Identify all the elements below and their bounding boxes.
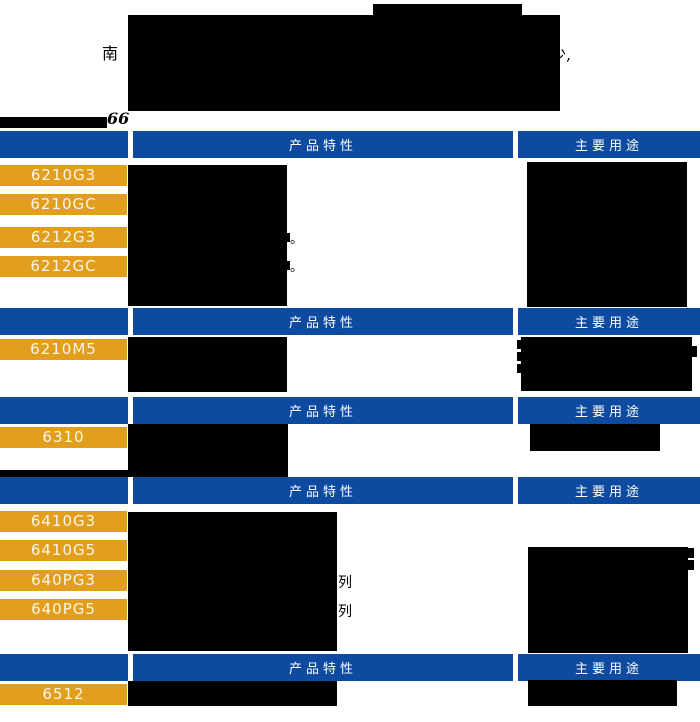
redaction-block-uses3 <box>530 424 660 451</box>
table5-header-features: 产品特性 <box>133 654 513 681</box>
product-code-cell: 640PG5 <box>0 599 127 620</box>
table1-header-uses: 主要用途 <box>518 131 700 158</box>
redaction-block-uses4 <box>528 547 688 653</box>
table3-header-uses-label: 主要用途 <box>574 405 643 420</box>
product-code-cell: 6512 <box>0 684 127 705</box>
redaction-block-features5 <box>128 681 337 706</box>
redaction-block-pagenumber <box>0 117 107 128</box>
table3-header-features: 产品特性 <box>133 397 513 424</box>
redaction-block-intro-top <box>373 4 522 16</box>
text-fragment-mark <box>517 364 521 373</box>
redaction-block-features2 <box>128 337 287 392</box>
table3-header-blank <box>0 397 128 424</box>
product-code-cell: 6212GC <box>0 256 127 277</box>
redaction-block-features1 <box>128 165 287 306</box>
text-fragment: 列 <box>338 604 352 620</box>
product-code-cell: 6210G3 <box>0 165 127 186</box>
table1-header-features: 产品特性 <box>133 131 513 158</box>
text-fragment: 列 <box>338 575 352 591</box>
redaction-block-features4 <box>128 512 337 651</box>
redaction-block-features3 <box>128 424 288 471</box>
redaction-block-features3-bottom <box>0 470 288 477</box>
intro-text-fragment-left: 南 <box>102 44 119 63</box>
text-fragment: 。 <box>290 232 304 247</box>
table1-header-uses-label: 主要用途 <box>574 139 643 154</box>
table1-header-features-label: 产品特性 <box>288 139 357 154</box>
text-fragment-mark <box>517 340 521 349</box>
table2-header-uses: 主要用途 <box>518 308 700 335</box>
redaction-block-intro <box>128 15 560 111</box>
text-fragment-mark <box>287 261 290 270</box>
table4-header-blank <box>0 477 128 504</box>
table1-header-blank <box>0 131 128 158</box>
page-number-fragment: 66 <box>107 109 130 128</box>
table4-header-uses-label: 主要用途 <box>574 485 643 500</box>
table3-header-uses: 主要用途 <box>518 397 700 424</box>
table2-header-uses-label: 主要用途 <box>574 316 643 331</box>
product-code-cell: 6210M5 <box>0 339 127 360</box>
text-fragment-mark <box>688 560 694 570</box>
product-code-cell: 640PG3 <box>0 570 127 591</box>
text-fragment-mark <box>517 352 521 361</box>
table3-header-features-label: 产品特性 <box>288 405 357 420</box>
redaction-block-uses2 <box>521 337 692 391</box>
product-code-cell: 6212G3 <box>0 227 127 248</box>
text-fragment-mark <box>287 233 290 242</box>
table5-header-blank <box>0 654 128 681</box>
text-fragment: 。 <box>290 260 304 275</box>
table2-header-blank <box>0 308 128 335</box>
table5-header-uses: 主要用途 <box>518 654 700 681</box>
product-code-cell: 6410G5 <box>0 540 127 561</box>
table2-header-features: 产品特性 <box>133 308 513 335</box>
product-code-cell: 6310 <box>0 427 127 448</box>
table5-header-features-label: 产品特性 <box>288 662 357 677</box>
product-code-cell: 6210GC <box>0 194 127 215</box>
product-code-cell: 6410G3 <box>0 511 127 532</box>
redaction-block-uses1 <box>527 162 687 307</box>
redaction-block-uses5 <box>528 680 677 706</box>
table5-header-uses-label: 主要用途 <box>574 662 643 677</box>
table4-header-features: 产品特性 <box>133 477 513 504</box>
table2-header-features-label: 产品特性 <box>288 316 357 331</box>
text-fragment-mark <box>688 548 694 558</box>
table4-header-features-label: 产品特性 <box>288 485 357 500</box>
text-fragment-mark <box>691 346 697 357</box>
table4-header-uses: 主要用途 <box>518 477 700 504</box>
